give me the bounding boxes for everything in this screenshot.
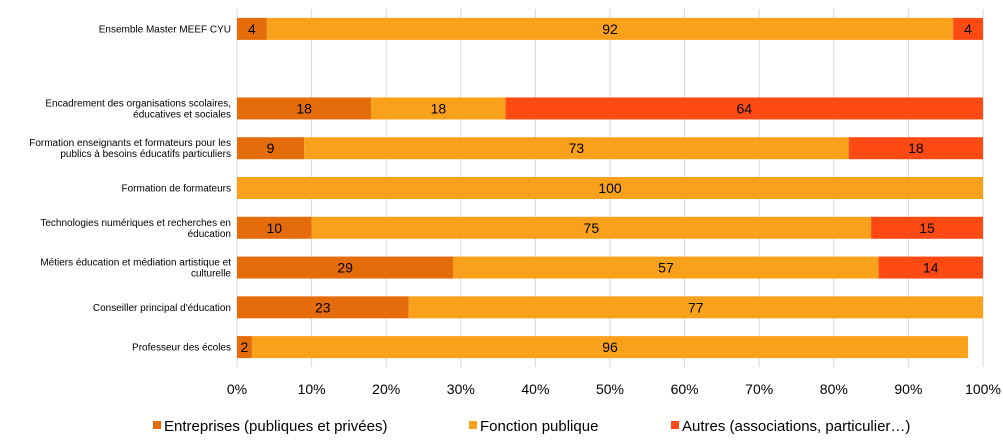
bar-segment bbox=[953, 17, 983, 40]
legend-label: Autres (associations, particulier…) bbox=[682, 418, 910, 435]
bar-segment bbox=[237, 296, 409, 319]
category-label: Technologies numériques et recherches en… bbox=[40, 218, 231, 240]
bar-segment bbox=[237, 256, 454, 279]
legend: Entreprises (publiques et privées) Foncti… bbox=[153, 418, 910, 435]
data-label: 29 bbox=[337, 260, 353, 276]
legend-swatch bbox=[153, 421, 161, 429]
category-label-line: éducatives et sociales bbox=[133, 109, 231, 120]
bar-segment bbox=[237, 336, 252, 359]
category-label-line: Formation de formateurs bbox=[122, 184, 232, 195]
data-label: 14 bbox=[923, 260, 939, 276]
bar-segment bbox=[848, 137, 983, 160]
data-label: 96 bbox=[602, 339, 618, 355]
category-label-line: Conseiller principal d'éducation bbox=[93, 303, 231, 314]
bar-segment bbox=[311, 216, 872, 239]
category-label-line: publics à besoins éducatifs particuliers bbox=[60, 149, 231, 160]
bar-segment bbox=[266, 17, 954, 40]
data-label: 92 bbox=[602, 21, 618, 37]
legend-swatch bbox=[469, 421, 477, 429]
data-label: 18 bbox=[908, 140, 924, 156]
category-label: Formation enseignants et formateurs pour… bbox=[29, 138, 231, 160]
x-tick-label: 30% bbox=[447, 381, 475, 397]
bar-segment bbox=[251, 336, 969, 359]
category-label: Formation de formateurs bbox=[122, 184, 232, 195]
category-label: Professeur des écoles bbox=[132, 343, 231, 354]
category-label-line: Professeur des écoles bbox=[132, 343, 231, 354]
x-tick-label: 70% bbox=[745, 381, 773, 397]
category-label-line: culturelle bbox=[191, 269, 231, 280]
x-tick-label: 0% bbox=[227, 381, 247, 397]
bar-segment bbox=[237, 177, 983, 199]
data-label: 9 bbox=[267, 140, 275, 156]
bar-segment bbox=[878, 256, 983, 279]
x-tick-label: 80% bbox=[820, 381, 848, 397]
category-label: Métiers éducation et médiation artistiqu… bbox=[40, 258, 231, 280]
data-label: 4 bbox=[964, 21, 972, 37]
bar-segment bbox=[505, 97, 983, 120]
bar-segment bbox=[237, 216, 312, 239]
bar-segment bbox=[237, 17, 267, 40]
data-label: 57 bbox=[658, 260, 674, 276]
x-tick-label: 90% bbox=[894, 381, 922, 397]
data-label: 2 bbox=[241, 339, 249, 355]
category-label-line: Ensemble Master MEEF CYU bbox=[99, 24, 231, 35]
category-label-line: Encadrement des organisations scolaires, bbox=[45, 98, 231, 109]
category-label: Ensemble Master MEEF CYU bbox=[99, 24, 231, 35]
bar-segment bbox=[237, 97, 372, 120]
legend-label: Entreprises (publiques et privées) bbox=[164, 418, 387, 435]
bar-segment bbox=[304, 137, 849, 160]
data-label: 10 bbox=[267, 220, 283, 236]
data-label: 18 bbox=[296, 100, 312, 116]
x-tick-label: 40% bbox=[521, 381, 549, 397]
legend-swatch bbox=[671, 421, 679, 429]
bar-segment bbox=[871, 216, 983, 239]
x-tick-label: 100% bbox=[965, 381, 1001, 397]
category-label: Conseiller principal d'éducation bbox=[93, 303, 231, 314]
x-tick-label: 10% bbox=[298, 381, 326, 397]
x-tick-label: 20% bbox=[372, 381, 400, 397]
category-labels: Ensemble Master MEEF CYU Encadrement des … bbox=[29, 24, 231, 353]
data-label: 15 bbox=[919, 220, 935, 236]
data-label: 23 bbox=[315, 299, 331, 315]
category-label-line: Métiers éducation et médiation artistiqu… bbox=[40, 258, 231, 269]
data-label: 4 bbox=[248, 21, 256, 37]
data-label: 100 bbox=[598, 180, 622, 196]
bar-segment bbox=[237, 137, 305, 160]
legend-label: Fonction publique bbox=[480, 418, 598, 435]
bar-segment bbox=[453, 256, 879, 279]
data-label: 18 bbox=[431, 100, 447, 116]
x-tick-label: 50% bbox=[596, 381, 624, 397]
category-label-line: Technologies numériques et recherches en bbox=[40, 218, 231, 229]
x-tick-label: 60% bbox=[671, 381, 699, 397]
data-label: 64 bbox=[736, 100, 752, 116]
data-label: 77 bbox=[688, 299, 704, 315]
bar-segment bbox=[408, 296, 984, 319]
bar-segment bbox=[371, 97, 506, 120]
category-label-line: éducation bbox=[188, 229, 231, 240]
data-labels: 4 92 4 18 18 64 9 73 18 100 10 75 15 29 57 14 23 77 2 96 bbox=[241, 21, 973, 355]
bars bbox=[237, 17, 984, 359]
data-label: 73 bbox=[569, 140, 585, 156]
x-axis-ticks: 0% 10% 20% 30% 40% 50% 60% 70% 80% 90% 100% bbox=[227, 381, 1001, 397]
category-label-line: Formation enseignants et formateurs pour… bbox=[29, 138, 231, 149]
data-label: 75 bbox=[584, 220, 600, 236]
category-label: Encadrement des organisations scolaires,… bbox=[45, 98, 231, 120]
